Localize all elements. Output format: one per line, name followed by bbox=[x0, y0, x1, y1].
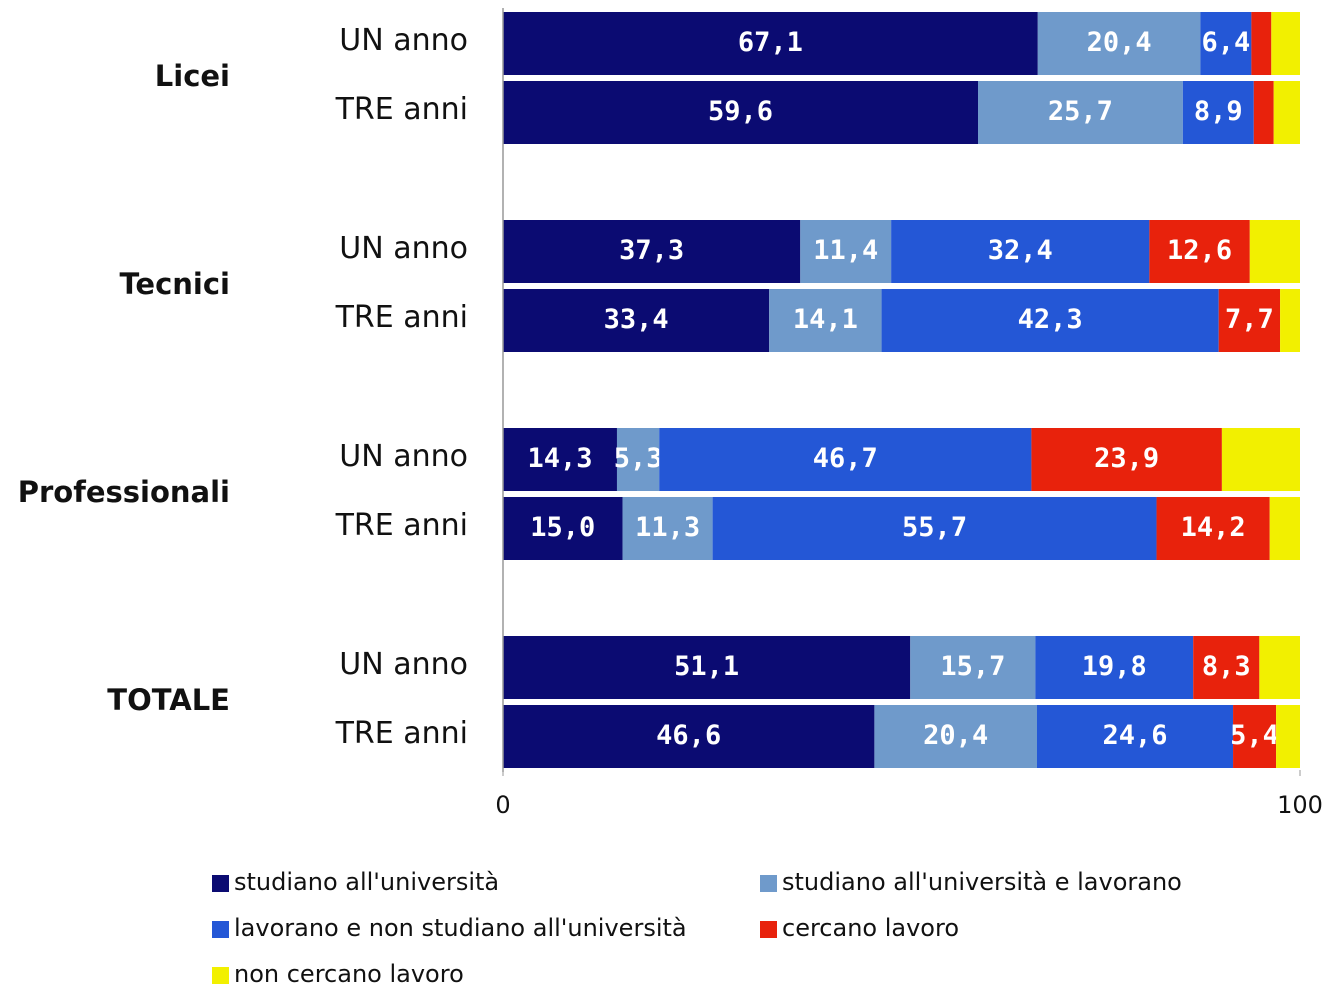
bar-segment bbox=[503, 705, 875, 768]
bar-segment bbox=[503, 428, 617, 491]
category-label: UN anno bbox=[339, 231, 468, 266]
value-label: 15,0 bbox=[530, 512, 595, 543]
bar-segment bbox=[503, 220, 801, 283]
bar-segment bbox=[1149, 220, 1250, 283]
value-label: 51,1 bbox=[674, 651, 739, 682]
value-label: 55,7 bbox=[902, 512, 967, 543]
value-label: 59,6 bbox=[708, 96, 773, 127]
bar-segment bbox=[1036, 705, 1234, 768]
bar-segment bbox=[503, 81, 979, 144]
legend-swatch bbox=[212, 875, 229, 892]
bar-segment bbox=[1259, 636, 1300, 699]
value-label: 23,9 bbox=[1094, 443, 1159, 474]
bar-segment bbox=[503, 497, 623, 560]
value-label: 42,3 bbox=[1018, 304, 1083, 335]
bar-segment bbox=[712, 497, 1157, 560]
bar-segment bbox=[1269, 497, 1300, 560]
bar-segment bbox=[503, 289, 770, 352]
value-label: 15,7 bbox=[940, 651, 1005, 682]
bar-segment bbox=[1280, 289, 1300, 352]
legend-swatch bbox=[212, 921, 229, 938]
value-label: 5,3 bbox=[614, 443, 663, 474]
value-label: 19,8 bbox=[1082, 651, 1147, 682]
bar-segment bbox=[891, 220, 1150, 283]
category-label: TRE anni bbox=[335, 716, 468, 751]
value-label: 11,4 bbox=[813, 235, 878, 266]
category-label: TRE anni bbox=[335, 92, 468, 127]
category-label: UN anno bbox=[339, 647, 468, 682]
value-label: 46,7 bbox=[813, 443, 878, 474]
bar-segment bbox=[1182, 81, 1254, 144]
value-label: 25,7 bbox=[1048, 96, 1113, 127]
bar-segment bbox=[1233, 705, 1277, 768]
bar-segment bbox=[1249, 220, 1300, 283]
bar-segment bbox=[800, 220, 892, 283]
bar-segment bbox=[503, 636, 911, 699]
group-label: Licei bbox=[155, 59, 230, 93]
value-label: 8,9 bbox=[1194, 96, 1243, 127]
bar-segment bbox=[659, 428, 1032, 491]
legend-label: studiano all'università e lavorano bbox=[782, 868, 1182, 896]
value-label: 12,6 bbox=[1167, 235, 1232, 266]
bar-segment bbox=[1273, 81, 1300, 144]
group-label: TOTALE bbox=[107, 683, 230, 717]
legend-label: cercano lavoro bbox=[782, 914, 959, 942]
bar-segment bbox=[978, 81, 1183, 144]
bar-segment bbox=[1253, 81, 1274, 144]
legend-label: studiano all'università bbox=[234, 868, 499, 896]
bar-segment bbox=[1251, 12, 1272, 75]
bar-segment bbox=[874, 705, 1037, 768]
value-label: 7,7 bbox=[1225, 304, 1274, 335]
bar-segment bbox=[1156, 497, 1270, 560]
legend-swatch bbox=[760, 875, 777, 892]
bar-segment bbox=[616, 428, 660, 491]
value-label: 8,3 bbox=[1202, 651, 1251, 682]
group-label: Tecnici bbox=[119, 267, 230, 301]
bar-segment bbox=[1221, 428, 1300, 491]
value-label: 14,1 bbox=[793, 304, 858, 335]
value-label: 24,6 bbox=[1103, 720, 1168, 751]
value-label: 46,6 bbox=[656, 720, 721, 751]
value-label: 37,3 bbox=[619, 235, 684, 266]
value-label: 33,4 bbox=[604, 304, 669, 335]
category-label: TRE anni bbox=[335, 300, 468, 335]
bar-segment bbox=[1031, 428, 1222, 491]
bar-segment bbox=[1271, 12, 1300, 75]
legend-label: non cercano lavoro bbox=[234, 960, 464, 985]
value-label: 67,1 bbox=[738, 27, 803, 58]
value-label: 6,4 bbox=[1201, 27, 1250, 58]
value-label: 5,4 bbox=[1230, 720, 1279, 751]
group-label: Professionali bbox=[18, 475, 230, 509]
value-label: 20,4 bbox=[923, 720, 988, 751]
bar-segment bbox=[1035, 636, 1194, 699]
legend-label: lavorano e non studiano all'università bbox=[234, 914, 687, 942]
bar-segment bbox=[1276, 705, 1300, 768]
bar-segment bbox=[881, 289, 1219, 352]
value-label: 14,2 bbox=[1181, 512, 1246, 543]
x-tick-label: 100 bbox=[1277, 791, 1323, 819]
category-label: TRE anni bbox=[335, 508, 468, 543]
category-label: UN anno bbox=[339, 439, 468, 474]
bar-segment bbox=[1193, 636, 1260, 699]
bar-segment bbox=[769, 289, 882, 352]
bar-segment bbox=[1200, 12, 1252, 75]
legend-swatch bbox=[760, 921, 777, 938]
bar-segment bbox=[1037, 12, 1201, 75]
bar-segment bbox=[1218, 289, 1281, 352]
bar-segment bbox=[910, 636, 1036, 699]
value-label: 14,3 bbox=[527, 443, 592, 474]
value-label: 11,3 bbox=[635, 512, 700, 543]
category-label: UN anno bbox=[339, 23, 468, 58]
x-tick-label: 0 bbox=[495, 791, 510, 819]
value-label: 32,4 bbox=[988, 235, 1053, 266]
legend-swatch bbox=[212, 967, 229, 984]
bar-segment bbox=[622, 497, 713, 560]
value-label: 20,4 bbox=[1087, 27, 1152, 58]
bar-segment bbox=[503, 12, 1038, 75]
